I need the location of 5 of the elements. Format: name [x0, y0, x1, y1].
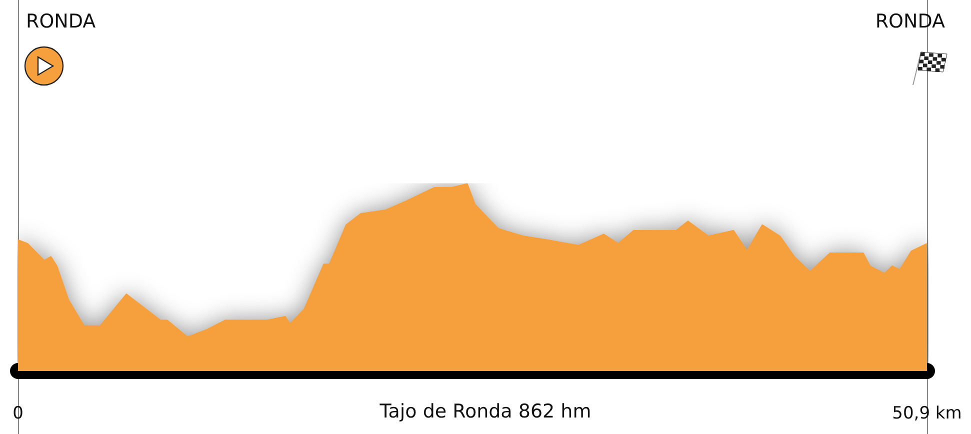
text: Tajo de Ronda 862 hm [378, 400, 592, 422]
text: RONDA [26, 10, 96, 32]
x-tick-label: 50,9 km [892, 404, 962, 424]
text: RONDA [875, 10, 946, 32]
x-tick-label: 0 [12, 404, 24, 424]
